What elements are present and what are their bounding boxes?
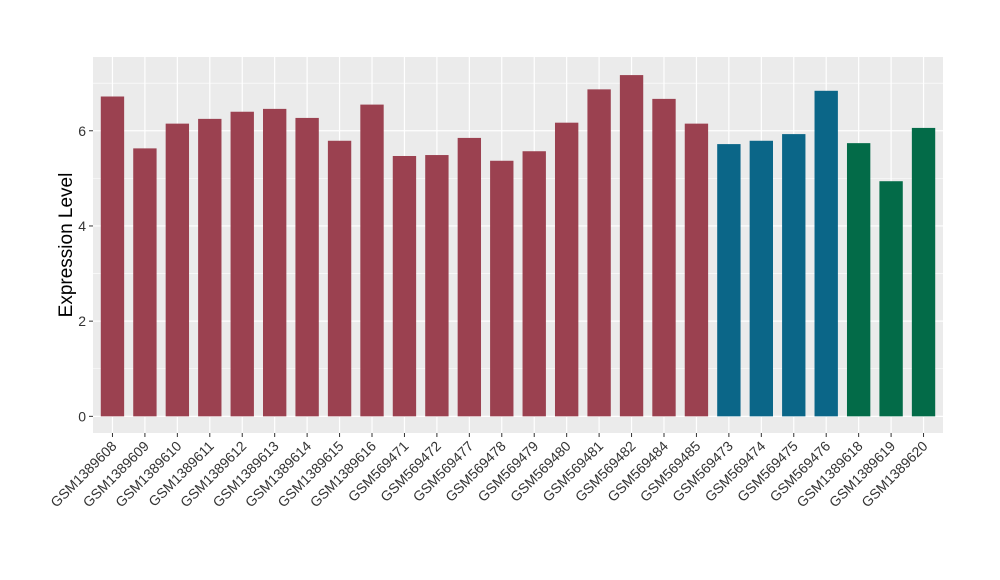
- bar-GSM569475: [782, 134, 806, 417]
- y-tick-label: 2: [78, 313, 86, 329]
- y-tick-label: 6: [78, 123, 86, 139]
- bar-GSM569477: [457, 137, 482, 417]
- bar-GSM1389618: [846, 143, 871, 417]
- bar-GSM569479: [522, 151, 546, 417]
- bar-GSM569476: [814, 90, 838, 417]
- y-axis-title: Expression Level: [56, 173, 77, 318]
- bar-GSM1389612: [230, 111, 254, 417]
- bar-GSM1389616: [360, 104, 384, 417]
- bar-GSM569485: [684, 123, 709, 417]
- bar-GSM569474: [749, 140, 773, 417]
- bar-GSM1389614: [295, 117, 319, 417]
- bar-GSM569472: [425, 155, 449, 417]
- bar-GSM1389611: [198, 118, 222, 417]
- bar-GSM569482: [619, 75, 644, 417]
- y-axis: 0 2 4 6: [78, 123, 93, 424]
- bar-GSM1389608: [100, 96, 125, 417]
- bar-GSM569478: [490, 160, 514, 417]
- bar-GSM569471: [392, 155, 417, 417]
- bars: [100, 75, 936, 417]
- bar-GSM1389620: [911, 127, 936, 417]
- bar-GSM1389609: [133, 148, 157, 417]
- bar-GSM569484: [652, 98, 676, 417]
- y-tick-label: 4: [78, 218, 86, 234]
- bar-GSM1389610: [165, 123, 190, 417]
- y-tick-label: 0: [78, 408, 86, 424]
- bar-GSM569480: [554, 122, 579, 417]
- bar-GSM1389619: [879, 181, 903, 417]
- bar-GSM569481: [587, 89, 611, 417]
- bar-GSM1389615: [327, 140, 352, 417]
- bar-GSM1389613: [263, 108, 287, 417]
- bar-GSM569473: [717, 144, 741, 417]
- x-axis: GSM1389608GSM1389609GSM1389610GSM1389611…: [47, 433, 931, 510]
